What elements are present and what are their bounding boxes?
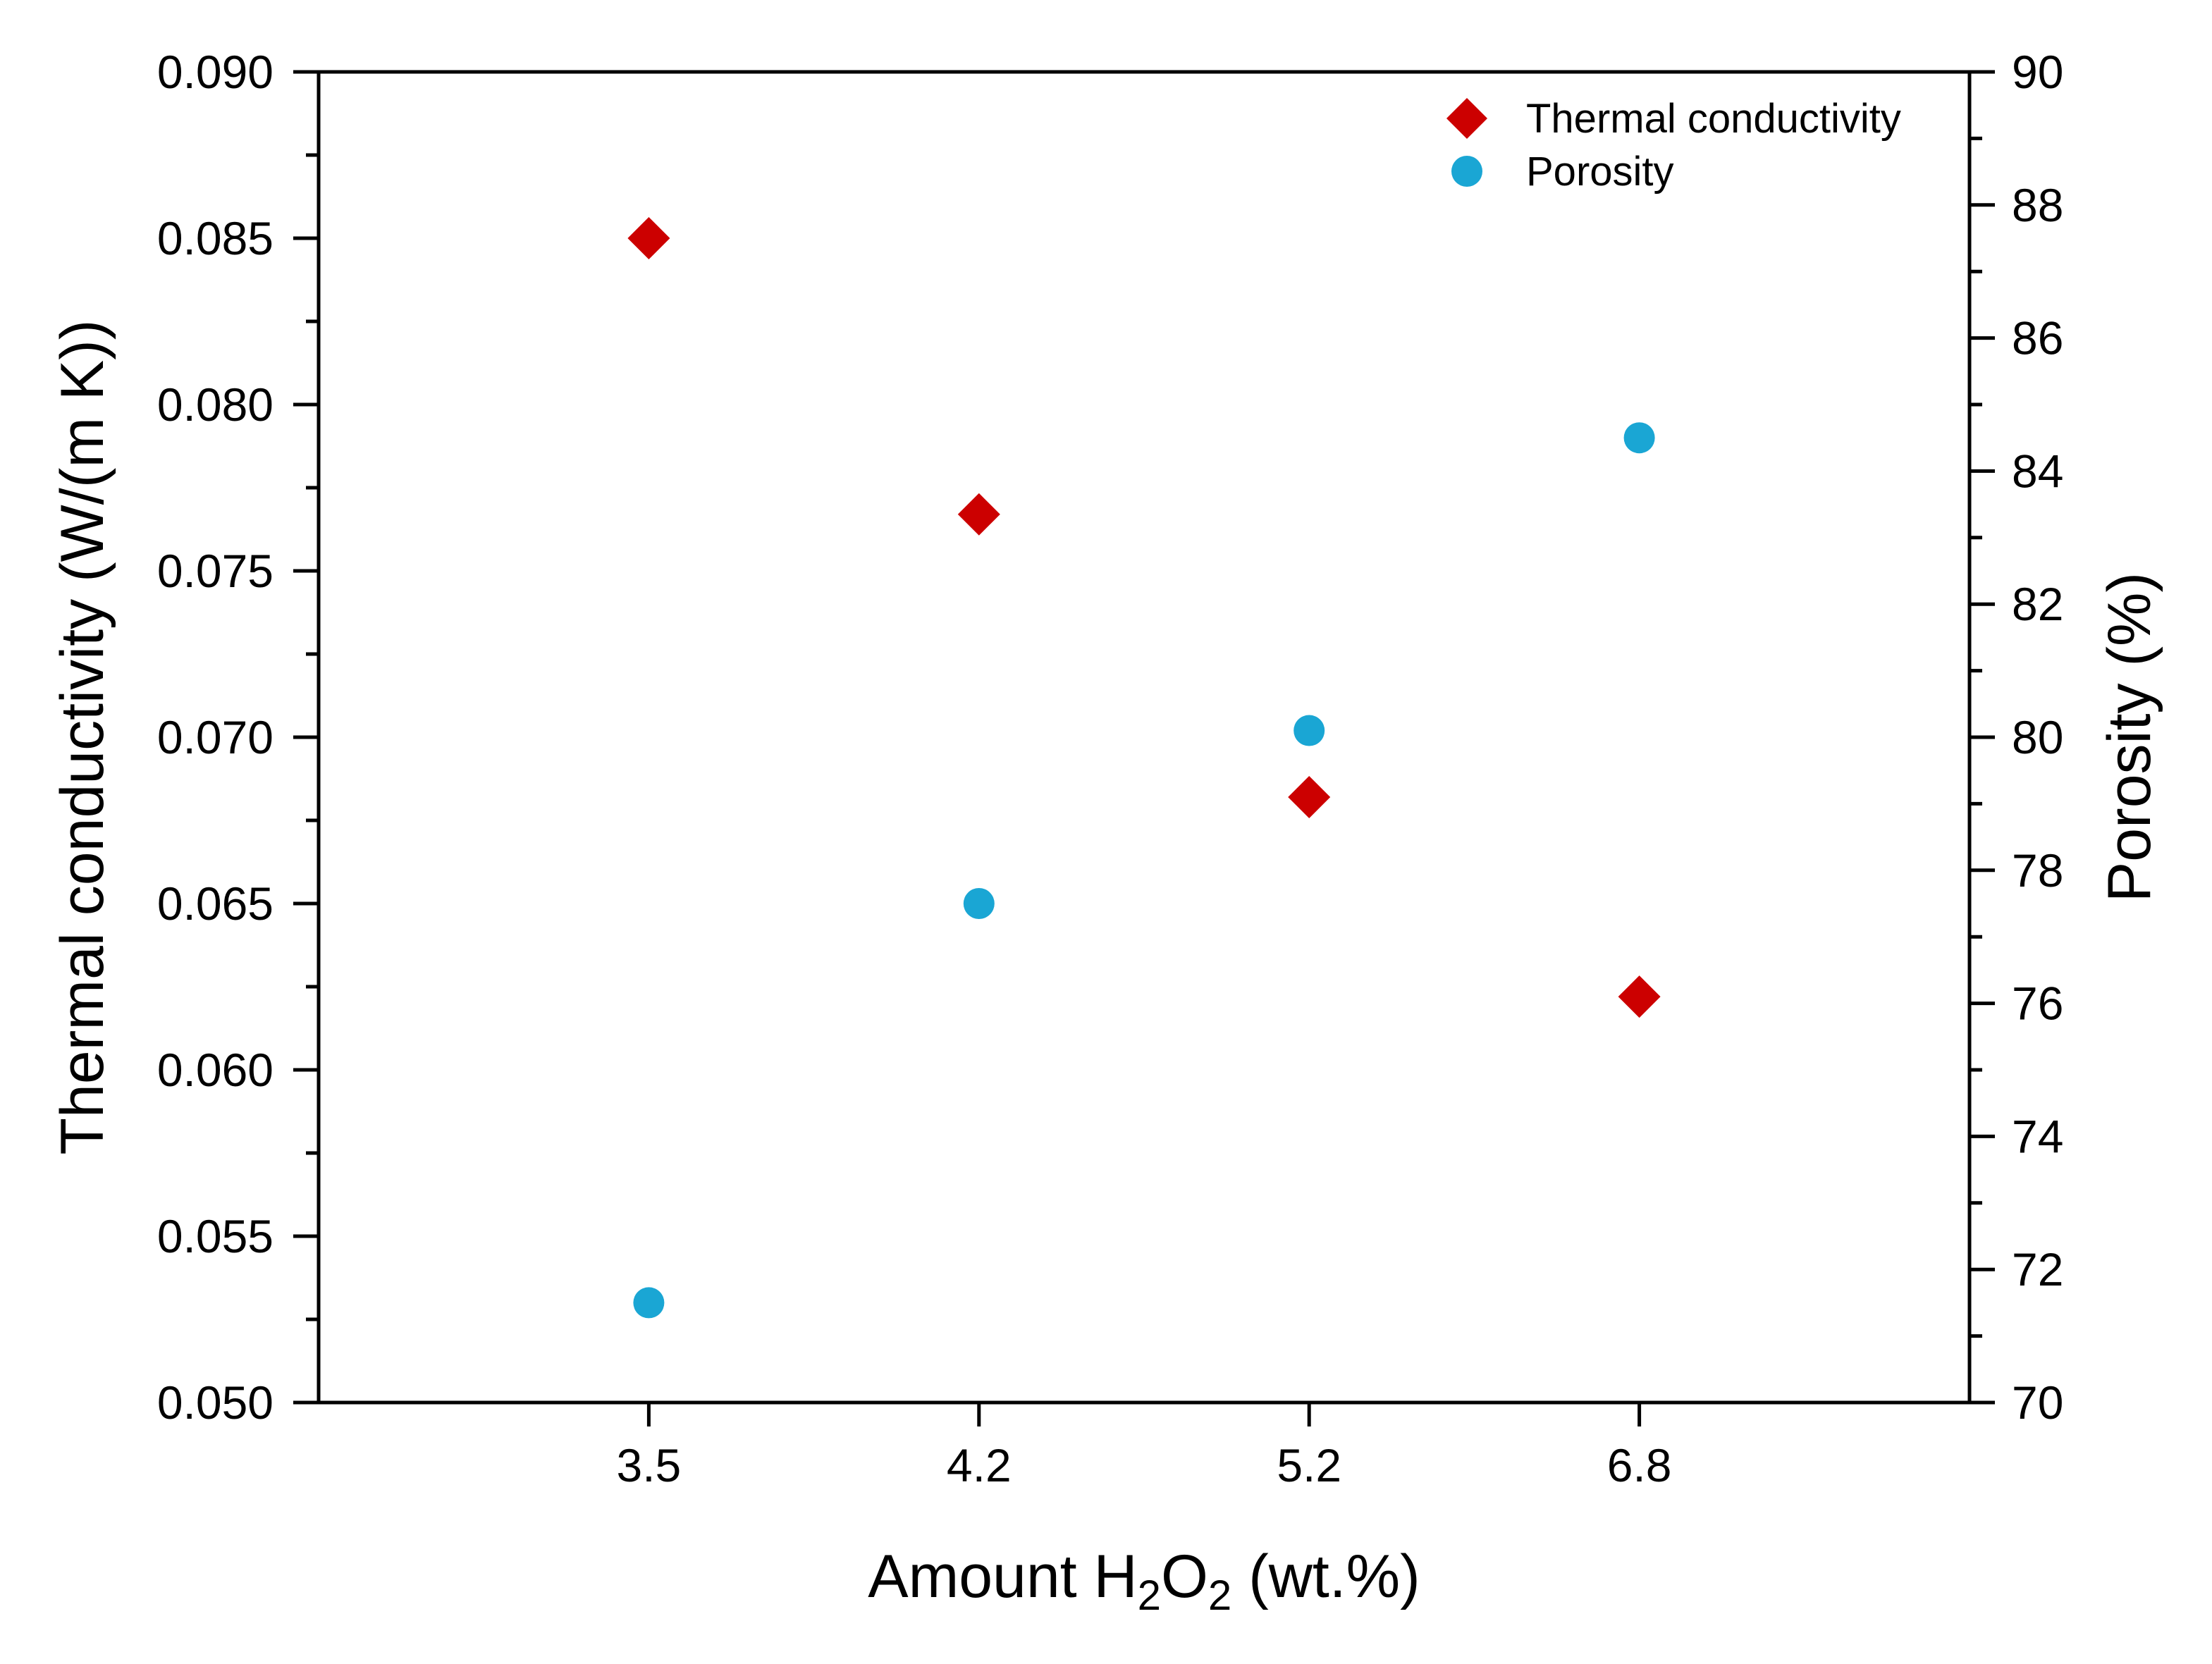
y-left-tick-label: 0.065	[157, 877, 274, 930]
y-left-tick-label: 0.055	[157, 1210, 274, 1262]
thermal-conductivity-point	[1288, 775, 1331, 818]
thermal-conductivity-point	[957, 493, 1000, 536]
y-right-tick-label: 86	[2012, 312, 2063, 364]
y-left-tick-label: 0.050	[157, 1376, 274, 1429]
y-left-tick-label: 0.085	[157, 212, 274, 264]
y-left-tick-label: 0.075	[157, 545, 274, 597]
x-tick-label: 6.8	[1607, 1439, 1672, 1491]
y-right-tick-label: 82	[2012, 578, 2063, 630]
x-tick-label: 4.2	[947, 1439, 1012, 1491]
y-left-tick-label: 0.060	[157, 1044, 274, 1096]
y-right-tick-label: 78	[2012, 844, 2063, 896]
legend: Thermal conductivity Porosity	[1446, 96, 1901, 195]
marks-layer	[627, 217, 1661, 1319]
labels-layer: 3.5 4.2 5.2 6.8 0.050 0.055 0.060 0.065 0.070 0.0…	[157, 46, 2064, 1491]
legend-label-porosity: Porosity	[1526, 149, 1674, 195]
y-right-tick-label: 76	[2012, 978, 2063, 1030]
porosity-point	[1294, 715, 1325, 746]
y-left-tick-label: 0.070	[157, 711, 274, 763]
y-right-tick-label: 70	[2012, 1376, 2063, 1429]
y-right-tick-label: 74	[2012, 1110, 2063, 1162]
thermal-conductivity-point	[1618, 975, 1661, 1018]
x-axis-title: Amount H2O2 (wt.%)	[868, 1543, 1420, 1619]
porosity-point	[1623, 422, 1655, 454]
thermal-conductivity-point	[627, 217, 670, 259]
x-tick-label: 3.5	[617, 1439, 682, 1491]
y-left-tick-label: 0.090	[157, 46, 274, 98]
ticks-layer	[293, 70, 1995, 1426]
legend-circle-marker	[1451, 156, 1482, 187]
y-left-tick-label: 0.080	[157, 378, 274, 431]
legend-label-thermal-conductivity: Thermal conductivity	[1526, 96, 1901, 142]
plot-area-frame	[317, 70, 1972, 1405]
y-right-tick-label: 84	[2012, 445, 2063, 497]
porosity-point	[963, 888, 995, 919]
y-right-tick-label: 80	[2012, 711, 2063, 763]
y-right-tick-label: 88	[2012, 179, 2063, 231]
y-right-tick-label: 72	[2012, 1243, 2063, 1295]
porosity-point	[633, 1287, 665, 1319]
y-axis-left-title: Thermal conductivity (W/(m K))	[49, 319, 116, 1154]
y-right-tick-label: 90	[2012, 46, 2063, 98]
legend-diamond-marker	[1446, 98, 1487, 139]
x-tick-label: 5.2	[1277, 1439, 1341, 1491]
y-axis-right-title: Porosity (%)	[2096, 572, 2163, 902]
